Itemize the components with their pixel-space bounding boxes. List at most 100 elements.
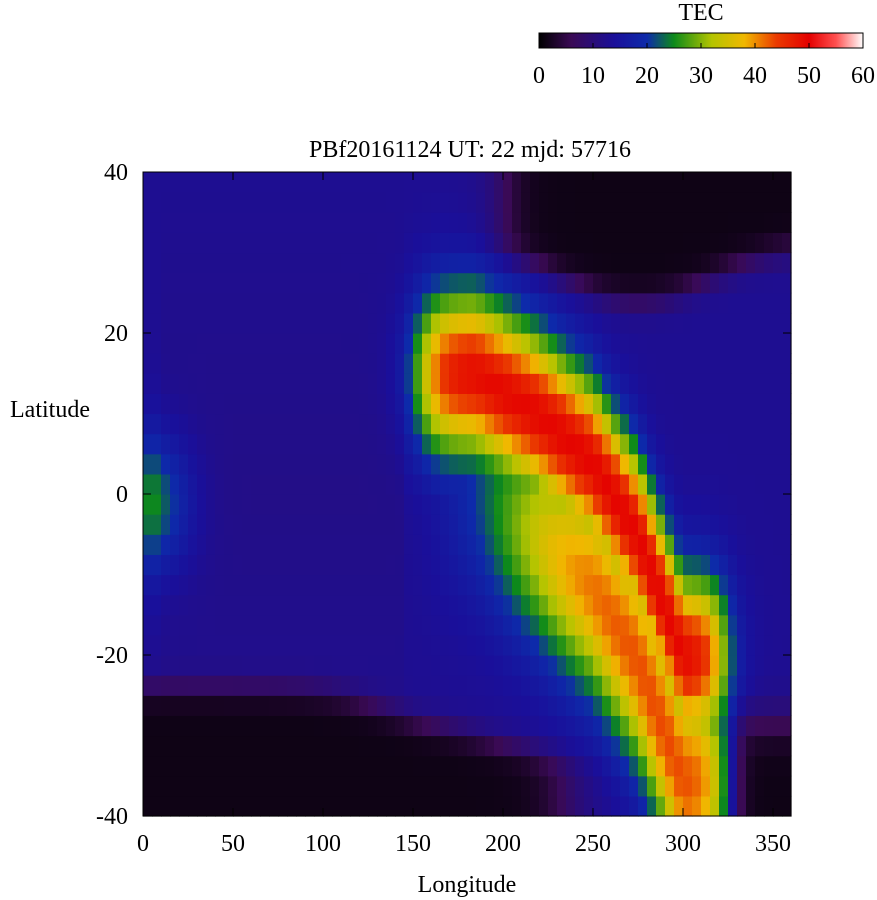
heatmap-cell — [440, 373, 450, 394]
heatmap-cell — [206, 655, 216, 676]
heatmap-cell — [575, 252, 585, 274]
heatmap-cell — [323, 433, 333, 455]
heatmap-cell — [674, 554, 684, 576]
heatmap-cell — [494, 433, 504, 455]
heatmap-cell — [728, 514, 738, 535]
heatmap-cell — [431, 594, 441, 616]
heatmap-cell — [503, 655, 513, 676]
heatmap-cell — [665, 393, 675, 415]
heatmap-cell — [620, 393, 630, 415]
heatmap-cell — [152, 795, 162, 817]
heatmap-cell — [584, 574, 594, 596]
heatmap-cell — [206, 494, 216, 515]
heatmap-cell — [188, 172, 198, 193]
heatmap-cell — [782, 393, 792, 415]
heatmap-cell — [341, 353, 351, 374]
heatmap-cell — [458, 393, 468, 415]
heatmap-cell — [287, 574, 297, 596]
heatmap-cell — [449, 614, 459, 636]
heatmap-cell — [251, 453, 261, 475]
heatmap-cell — [521, 353, 531, 374]
heatmap-cell — [674, 494, 684, 515]
heatmap-cell — [638, 675, 648, 696]
heatmap-cell — [557, 453, 567, 475]
heatmap-cell — [296, 735, 306, 757]
heatmap-cell — [719, 453, 729, 475]
heatmap-cell — [746, 514, 756, 535]
heatmap-cell — [647, 655, 657, 676]
heatmap-cell — [314, 675, 324, 696]
heatmap-cell — [152, 594, 162, 616]
heatmap-cell — [719, 473, 729, 495]
heatmap-cell — [431, 574, 441, 596]
heatmap-cell — [575, 715, 585, 737]
heatmap-cell — [215, 252, 225, 274]
heatmap-cell — [539, 594, 549, 616]
heatmap-cell — [323, 715, 333, 737]
heatmap-cell — [413, 695, 423, 716]
heatmap-cell — [593, 353, 603, 374]
heatmap-cell — [692, 393, 702, 415]
heatmap-cell — [197, 292, 207, 314]
heatmap-cell — [539, 755, 549, 777]
heatmap-cell — [692, 333, 702, 354]
heatmap-cell — [602, 373, 612, 394]
heatmap-cell — [458, 775, 468, 797]
heatmap-cell — [620, 655, 630, 676]
heatmap-cell — [404, 514, 414, 535]
heatmap-cell — [386, 695, 396, 716]
heatmap-cell — [224, 473, 234, 495]
heatmap-cell — [170, 393, 180, 415]
heatmap-cell — [395, 554, 405, 576]
heatmap-cell — [431, 292, 441, 314]
heatmap-cell — [377, 353, 387, 374]
heatmap-cell — [467, 574, 477, 596]
heatmap-cell — [332, 634, 342, 656]
heatmap-cell — [674, 735, 684, 757]
heatmap-cell — [656, 473, 666, 495]
heatmap-cell — [314, 433, 324, 455]
heatmap-cell — [638, 393, 648, 415]
heatmap-cell — [206, 373, 216, 394]
heatmap-cell — [143, 433, 153, 455]
heatmap-cell — [665, 232, 675, 254]
heatmap-cell — [692, 755, 702, 777]
heatmap-cell — [305, 433, 315, 455]
heatmap-cell — [755, 775, 765, 797]
heatmap-cell — [188, 574, 198, 596]
heatmap-cell — [647, 514, 657, 535]
heatmap-cell — [683, 695, 693, 716]
heatmap-cell — [557, 292, 567, 314]
heatmap-cell — [395, 634, 405, 656]
heatmap-cell — [755, 735, 765, 757]
heatmap-cell — [683, 554, 693, 576]
heatmap-cell — [656, 554, 666, 576]
heatmap-cell — [314, 795, 324, 817]
heatmap-cell — [197, 272, 207, 294]
heatmap-cell — [368, 292, 378, 314]
heatmap-cell — [710, 554, 720, 576]
heatmap-cell — [242, 715, 252, 737]
heatmap-cell — [665, 735, 675, 757]
heatmap-cell — [665, 252, 675, 274]
heatmap-cell — [593, 554, 603, 576]
heatmap-cell — [602, 433, 612, 455]
heatmap-cell — [746, 373, 756, 394]
heatmap-cell — [467, 292, 477, 314]
heatmap-cell — [260, 755, 270, 777]
heatmap-cell — [170, 634, 180, 656]
heatmap-cell — [683, 413, 693, 435]
heatmap-cell — [485, 614, 495, 636]
heatmap-cell — [512, 494, 522, 515]
heatmap-cell — [413, 514, 423, 535]
heatmap-cell — [503, 755, 513, 777]
heatmap-cell — [476, 232, 486, 254]
heatmap-cell — [638, 212, 648, 233]
heatmap-cell — [386, 473, 396, 495]
heatmap-cell — [359, 534, 369, 555]
heatmap-cell — [377, 172, 387, 193]
heatmap-cell — [422, 775, 432, 797]
heatmap-cell — [665, 172, 675, 193]
heatmap-cell — [494, 715, 504, 737]
heatmap-cell — [188, 655, 198, 676]
